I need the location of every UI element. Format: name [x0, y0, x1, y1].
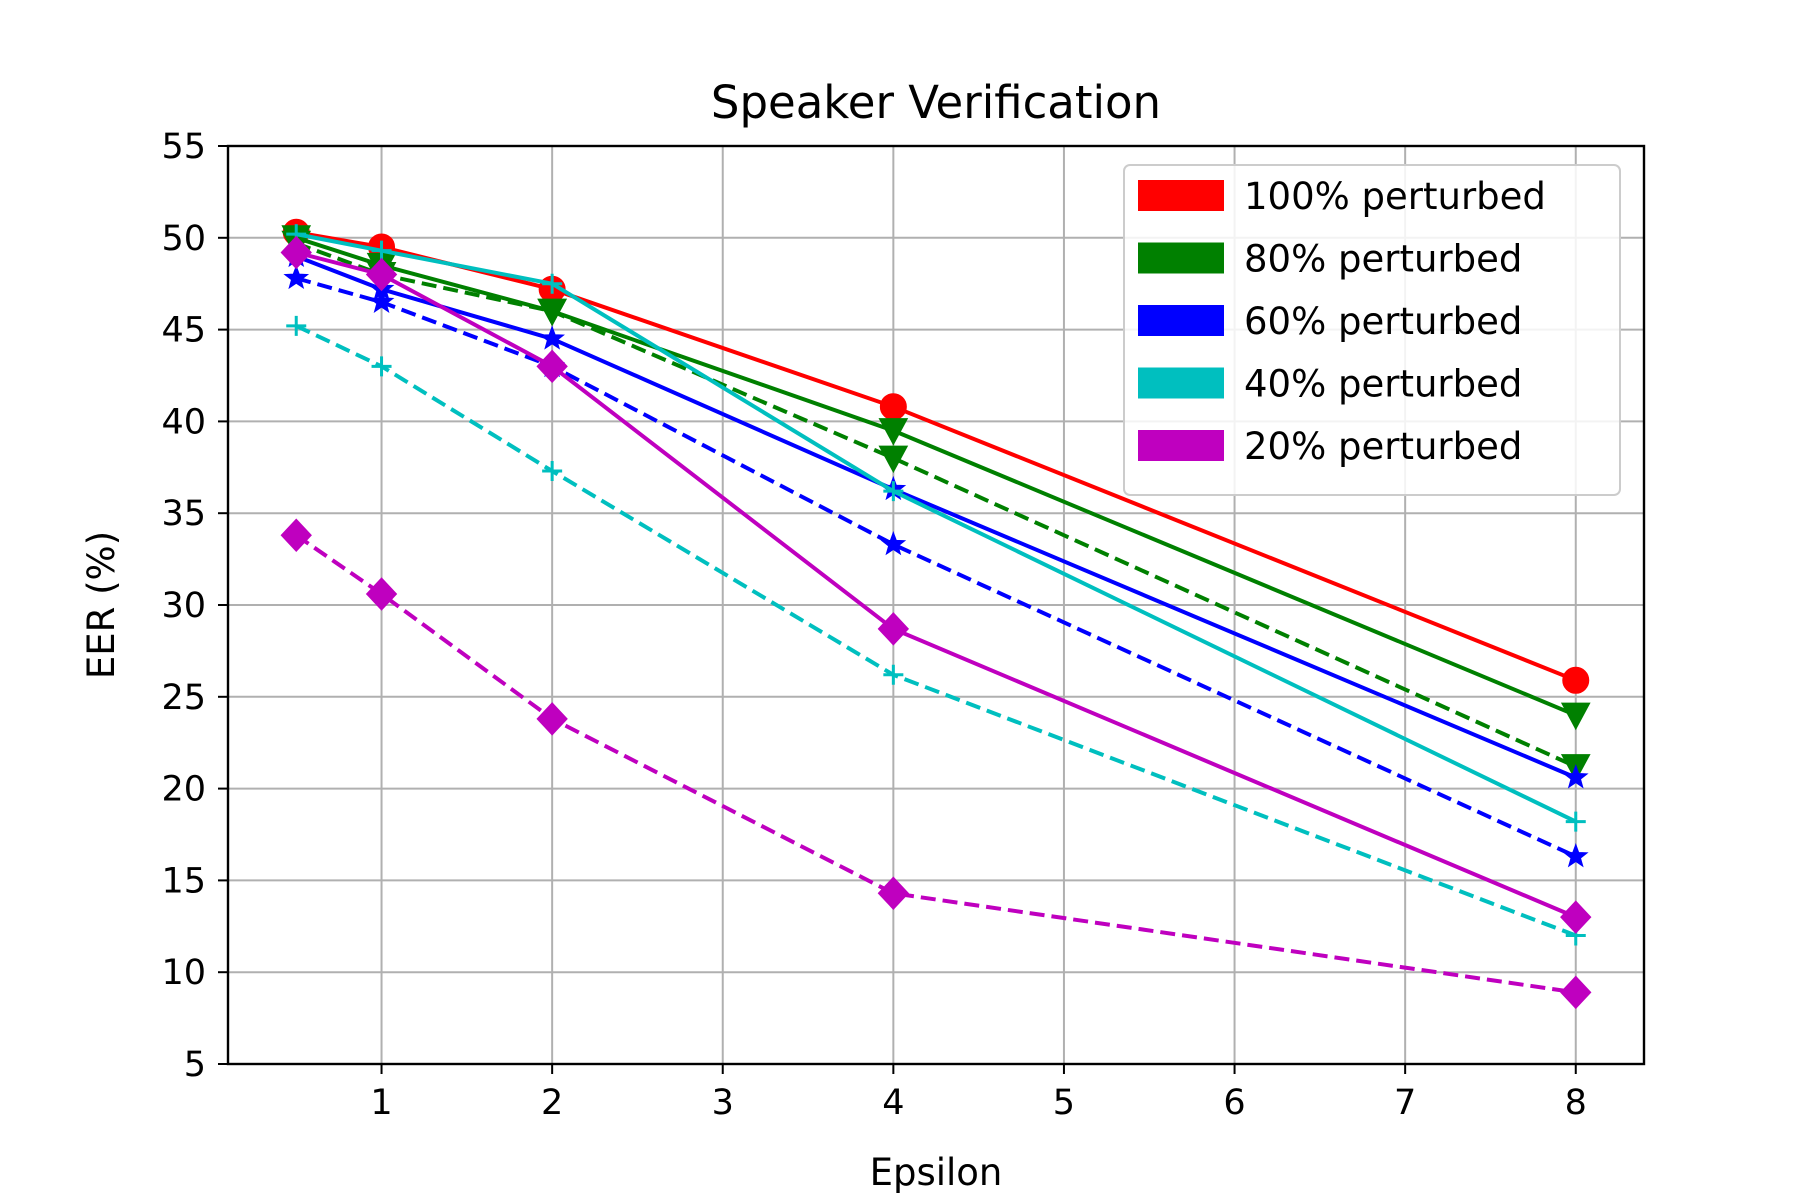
legend-frame	[1123, 164, 1621, 496]
data-point	[1560, 975, 1592, 1010]
y-tick-label: 10	[161, 953, 206, 993]
y-tick-label: 15	[161, 861, 206, 901]
data-point	[883, 481, 904, 502]
series-7	[280, 235, 1592, 934]
data-point	[365, 257, 398, 292]
legend-label: 20% perturbed	[1244, 425, 1522, 468]
data-point	[539, 325, 565, 350]
data-point	[1562, 843, 1589, 868]
y-tick-label: 40	[161, 402, 206, 442]
data-point	[1565, 811, 1586, 832]
data-point	[1560, 900, 1592, 934]
data-point	[879, 393, 907, 421]
y-tick-label: 45	[161, 311, 206, 351]
series-layer	[280, 218, 1592, 1010]
data-point	[536, 349, 568, 384]
x-tick-label: 2	[541, 1083, 563, 1123]
legend-label: 40% perturbed	[1244, 363, 1522, 406]
y-tick-label: 50	[161, 219, 206, 259]
data-point	[877, 612, 910, 646]
legend-swatch	[1138, 430, 1224, 461]
data-point	[536, 702, 568, 736]
y-tick-label: 55	[161, 127, 206, 167]
data-point	[1562, 764, 1589, 789]
data-point	[542, 273, 563, 294]
data-point	[371, 356, 392, 377]
y-tick-label: 5	[184, 1045, 206, 1085]
legend: 100% perturbed 80% perturbed 60% perturbed…	[1123, 164, 1621, 496]
x-tick-label: 1	[370, 1083, 392, 1123]
legend-swatch	[1138, 305, 1224, 336]
y-axis-label: EER (%)	[80, 531, 123, 679]
data-point	[368, 288, 395, 313]
data-point	[880, 530, 907, 556]
x-tick-label: 4	[882, 1083, 904, 1123]
data-point	[371, 240, 392, 261]
data-point	[878, 445, 909, 474]
x-tick-label: 8	[1565, 1083, 1587, 1123]
x-tick-label: 7	[1394, 1083, 1416, 1123]
data-point	[286, 315, 307, 336]
legend-label: 80% perturbed	[1244, 238, 1522, 281]
legend-label: 60% perturbed	[1244, 300, 1522, 343]
data-point	[883, 664, 904, 685]
x-tick-label: 5	[1053, 1083, 1075, 1123]
legend-swatch	[1138, 367, 1224, 399]
data-point	[542, 460, 563, 481]
legend-swatch	[1138, 242, 1224, 274]
data-point	[365, 577, 398, 611]
data-point	[878, 418, 909, 446]
y-tick-label: 25	[161, 678, 206, 718]
legend-swatch	[1138, 180, 1224, 211]
y-tick-label: 20	[161, 770, 206, 810]
data-point	[280, 518, 312, 552]
x-tick-label: 6	[1223, 1083, 1245, 1123]
legend-label: 100% perturbed	[1244, 175, 1546, 218]
data-point	[537, 298, 567, 327]
y-tick-label: 30	[161, 586, 206, 626]
series-8	[280, 518, 1592, 1010]
data-point	[1562, 666, 1590, 694]
data-point	[877, 876, 910, 910]
x-axis-label: Epsilon	[870, 1151, 1003, 1194]
series-5	[286, 224, 1586, 832]
data-point	[283, 264, 310, 290]
data-point	[280, 235, 312, 270]
chart-title: Speaker Verification	[711, 76, 1161, 129]
y-tick-label: 35	[161, 494, 206, 534]
x-tick-label: 3	[712, 1083, 734, 1123]
data-point	[1560, 702, 1591, 731]
